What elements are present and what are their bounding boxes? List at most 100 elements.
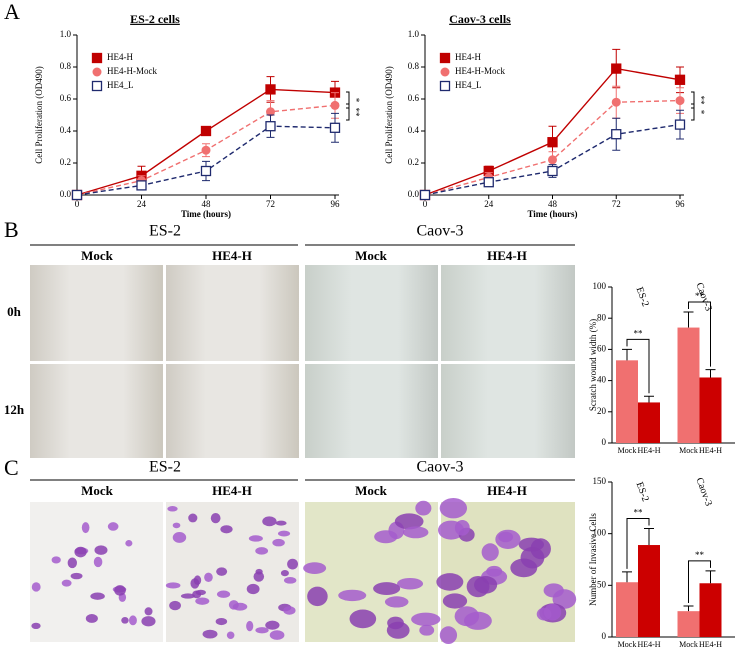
marker [675, 96, 685, 106]
condition: HE4-H [212, 483, 252, 498]
y-tick-label: 100 [593, 528, 607, 538]
y-tick-label: 1.0 [408, 29, 420, 39]
marker [483, 177, 494, 188]
x-tick-label: HE4-H [699, 446, 722, 455]
group-label: ES-2 [634, 481, 651, 504]
bracket [691, 103, 695, 121]
x-tick-label: 96 [676, 199, 686, 209]
marker [548, 155, 557, 165]
y-axis-label: Number of Invasive Cells [588, 513, 598, 606]
condition: HE4-H [487, 248, 527, 263]
bar [616, 582, 638, 637]
cell-line: ES-2 [149, 459, 181, 476]
cell [67, 557, 77, 569]
cell [121, 617, 129, 624]
cell [31, 582, 41, 592]
cell [543, 583, 564, 598]
cell [125, 540, 133, 547]
marker [201, 145, 211, 155]
cell [394, 513, 424, 530]
condition: Mock [81, 483, 114, 498]
condition: HE4-H [212, 248, 252, 263]
cell [397, 577, 424, 590]
cell [442, 593, 468, 609]
cell [192, 590, 202, 599]
cell [204, 572, 213, 583]
significance: * [351, 98, 361, 103]
x-tick-label: 96 [331, 199, 341, 209]
y-tick-label: 0.2 [408, 157, 419, 167]
cell [167, 506, 178, 512]
x-tick-label: HE4-H [637, 446, 660, 455]
marker [547, 137, 558, 148]
cell [253, 571, 265, 582]
marker [266, 107, 275, 117]
cell [114, 585, 126, 596]
panel-label: A [4, 0, 20, 24]
cell [202, 629, 218, 639]
error-bar [644, 395, 654, 403]
legend-label: HE4-H [455, 52, 481, 62]
x-tick-label: HE4-H [699, 640, 722, 648]
cell [280, 569, 289, 577]
cell [454, 606, 480, 627]
cell [481, 543, 499, 561]
x-tick-label: 24 [137, 199, 147, 209]
y-axis-label: Scratch wound width (%) [588, 319, 598, 411]
y-tick-label: 0 [602, 631, 607, 641]
cell [94, 545, 108, 555]
error-bar [705, 570, 716, 584]
y-tick-label: 40 [597, 375, 607, 385]
legend-label: HE4-H [107, 52, 133, 62]
condition: HE4-H [487, 483, 527, 498]
cell [454, 519, 470, 536]
marker [674, 74, 686, 85]
bracket [626, 518, 650, 569]
error-bar [622, 571, 632, 583]
bracket [626, 338, 650, 394]
cell [129, 615, 137, 626]
y-tick-label: 0.6 [60, 93, 72, 103]
cell [473, 576, 498, 594]
x-tick-label: Mock [618, 640, 637, 648]
bar [699, 583, 722, 637]
cell [265, 620, 280, 630]
cell [74, 546, 87, 558]
x-tick-label: Mock [679, 640, 698, 648]
x-tick-label: HE4-H [637, 640, 660, 648]
y-tick-label: 60 [597, 343, 607, 353]
bar [638, 402, 660, 443]
error-bar [644, 528, 654, 546]
cell [172, 522, 181, 529]
cell [172, 532, 187, 543]
legend-marker [439, 80, 451, 92]
cell [188, 513, 198, 523]
cell [144, 607, 153, 616]
bracket [688, 560, 711, 603]
x-tick-label: Mock [679, 446, 698, 455]
cell [226, 631, 235, 639]
cell [248, 535, 263, 542]
bracket [346, 103, 350, 121]
cell [255, 627, 269, 634]
cell [283, 577, 297, 584]
cell [190, 578, 200, 589]
cell [61, 579, 72, 587]
cell [51, 556, 61, 564]
legend-marker [439, 52, 451, 64]
marker [611, 129, 622, 140]
marker [611, 63, 622, 74]
cell [349, 609, 377, 629]
y-tick-label: 0.4 [408, 125, 420, 135]
cell [272, 538, 285, 547]
time-label: 0h [7, 304, 22, 319]
panel-label: C [4, 455, 19, 480]
cell [419, 624, 435, 636]
significance: ** [695, 550, 705, 560]
cell [384, 596, 409, 608]
x-tick-label: Mock [618, 446, 637, 455]
y-tick-label: 0.0 [408, 189, 420, 199]
cell-line: Caov-3 [416, 459, 463, 476]
cell [216, 567, 228, 576]
x-tick-label: 24 [484, 199, 494, 209]
